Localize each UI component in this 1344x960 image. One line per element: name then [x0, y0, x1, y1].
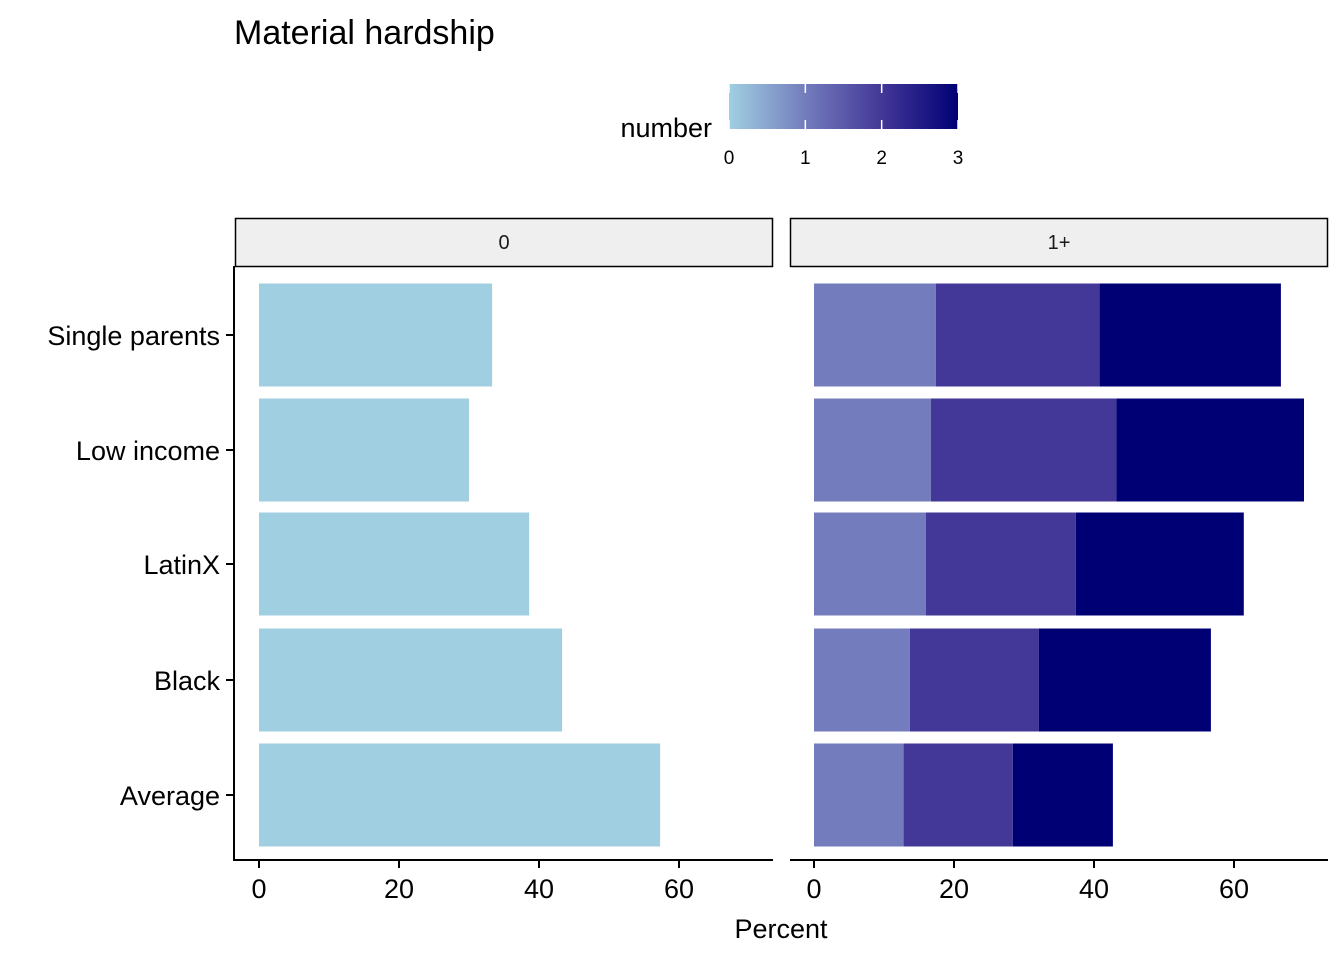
y-tick-label: Black: [154, 666, 221, 696]
bar: [259, 743, 661, 847]
bar: [814, 398, 931, 502]
facet-panel: 1+ 0 20 40 60: [789, 217, 1329, 904]
bar: [814, 283, 936, 387]
bar: [259, 283, 493, 387]
x-tick-label: 60: [1219, 874, 1249, 904]
x-tick-label: 40: [1079, 874, 1109, 904]
bar: [259, 512, 530, 616]
legend-ticks: 0 1 2 3: [724, 84, 964, 169]
bar: [259, 628, 563, 732]
x-tick-label: 40: [524, 874, 554, 904]
bar: [1099, 283, 1281, 387]
x-tick-label: 0: [251, 874, 266, 904]
bar: [814, 628, 910, 732]
legend-tick-label: 3: [953, 148, 964, 169]
facet-strip: [234, 217, 774, 268]
bar: [259, 398, 469, 502]
bar: [1038, 628, 1211, 732]
bar: [926, 512, 1076, 616]
x-tick-label: 0: [806, 874, 821, 904]
y-axis: Single parents Low income LatinX Black Avera…: [47, 266, 235, 861]
bar: [1012, 743, 1113, 847]
legend-colorbar: [729, 84, 958, 129]
x-axis-title: Percent: [734, 914, 828, 944]
facet-strip-label: 0: [498, 232, 509, 254]
facet-strip: [789, 217, 1329, 268]
y-tick-label: Low income: [76, 436, 220, 466]
bar: [814, 512, 926, 616]
bar: [935, 283, 1100, 387]
bar: [1116, 398, 1304, 502]
x-tick-label: 60: [664, 874, 694, 904]
legend-tick-label: 0: [724, 148, 735, 169]
bar: [909, 628, 1039, 732]
y-tick-label: LatinX: [143, 550, 220, 580]
y-tick-label: Single parents: [47, 321, 220, 351]
bar: [930, 398, 1117, 502]
x-tick-label: 20: [384, 874, 414, 904]
legend: number 0 1 2 3: [620, 84, 963, 169]
facet-strip-label: 1+: [1048, 232, 1071, 254]
facet-panel: 0 0 20 40 60: [234, 217, 774, 904]
legend-title: number: [620, 113, 712, 143]
x-tick-label: 20: [939, 874, 969, 904]
bar: [903, 743, 1013, 847]
chart-title: Material hardship: [234, 14, 495, 52]
legend-tick-label: 1: [800, 148, 811, 169]
facet-panels: 0 0 20 40 60 1+ 0 20 40 60: [234, 217, 1329, 904]
bar: [814, 743, 904, 847]
y-tick-label: Average: [120, 781, 220, 811]
legend-tick-label: 2: [876, 148, 887, 169]
bar: [1075, 512, 1244, 616]
